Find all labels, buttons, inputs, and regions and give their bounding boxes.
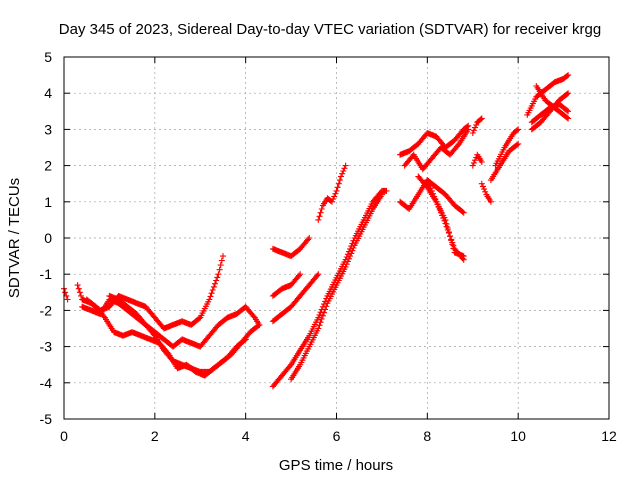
plus-markers [83, 296, 263, 379]
data-series-segment [478, 180, 494, 205]
y-tick-label: 4 [44, 85, 52, 101]
plus-markers [492, 126, 522, 169]
x-tick-label: 0 [60, 428, 68, 444]
data-series-segment [269, 235, 313, 260]
y-tick-label: 0 [44, 230, 52, 246]
x-tick-label: 12 [601, 428, 617, 444]
data-series-segment [269, 187, 390, 390]
plus-markers [315, 162, 349, 223]
grid-lines [64, 57, 609, 419]
plus-markers [269, 187, 390, 390]
plus-markers [469, 115, 485, 136]
plus-markers [269, 271, 322, 325]
y-tick-label: -1 [40, 266, 53, 282]
x-tick-label: 8 [423, 428, 431, 444]
x-axis-label: GPS time / hours [279, 457, 393, 474]
data-points [61, 72, 572, 390]
data-series-segment [401, 126, 472, 173]
plus-markers [424, 177, 467, 260]
data-series-segment [106, 292, 263, 350]
y-tick-label: -5 [40, 411, 53, 427]
y-tick-label: -3 [40, 339, 53, 355]
plus-markers [401, 126, 472, 173]
data-series-segment [61, 285, 71, 303]
data-series-segment [528, 90, 572, 133]
plus-markers [478, 180, 494, 205]
y-axis-label: SDTVAR / TECUs [6, 178, 23, 298]
data-series-segment [288, 191, 385, 383]
x-tick-label: 6 [333, 428, 341, 444]
plus-markers [269, 235, 313, 260]
data-series-segment [424, 177, 467, 260]
data-series-segment [315, 162, 349, 223]
plus-markers [74, 253, 226, 332]
data-series-segment [269, 271, 304, 299]
y-tick-label: 3 [44, 121, 52, 137]
data-series-segment [492, 126, 522, 169]
y-tick-label: 1 [44, 194, 52, 210]
plus-markers [61, 285, 71, 303]
data-series-segment [269, 271, 322, 325]
plus-markers [487, 140, 522, 184]
data-series-segment [469, 115, 485, 136]
y-tick-label: -2 [40, 302, 53, 318]
plus-markers [288, 191, 385, 383]
data-series-segment [469, 151, 485, 169]
plus-markers [397, 122, 472, 158]
x-tick-label: 2 [151, 428, 159, 444]
plus-markers [469, 151, 485, 169]
plus-markers [528, 90, 572, 133]
y-tick-label: 5 [44, 49, 52, 65]
plus-markers [106, 292, 263, 350]
x-tick-label: 10 [510, 428, 526, 444]
data-series-segment [74, 253, 226, 332]
plus-markers [269, 271, 304, 299]
y-tick-label: -4 [40, 375, 53, 391]
x-tick-label: 4 [242, 428, 250, 444]
chart-title: Day 345 of 2023, Sidereal Day-to-day VTE… [59, 21, 601, 38]
data-series-segment [397, 122, 472, 158]
data-series-segment [487, 140, 522, 184]
y-tick-label: 2 [44, 158, 52, 174]
data-series-segment [83, 296, 263, 379]
